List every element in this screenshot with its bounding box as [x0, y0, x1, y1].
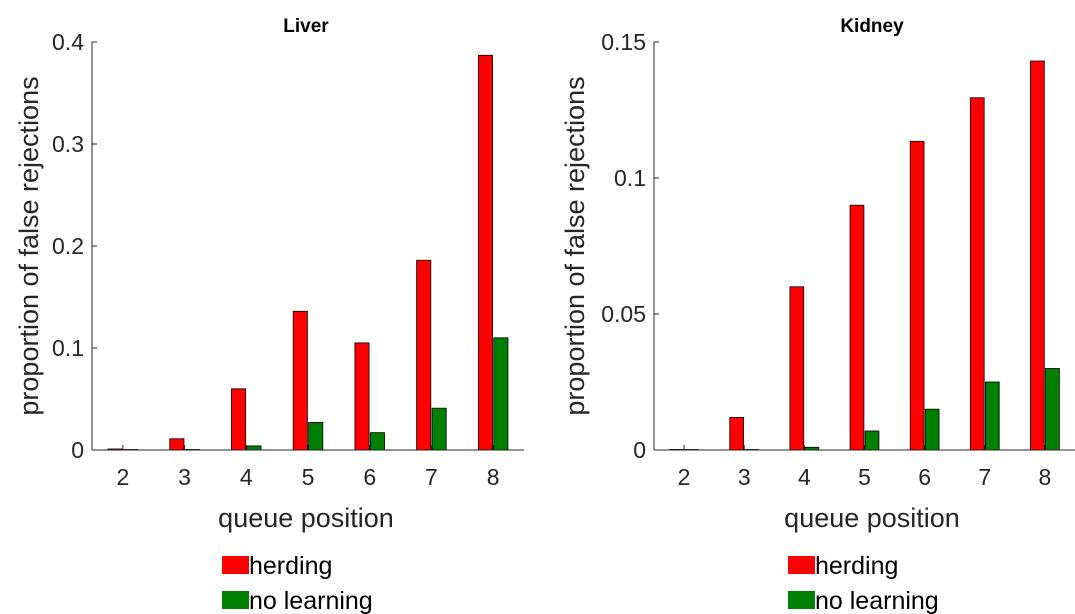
bar-herding-8	[1030, 60, 1045, 451]
chart-title: Kidney	[840, 16, 904, 37]
bar-herding-8	[477, 54, 493, 451]
kidney-chart: Kidney 0 0.05 0.1 0.15 2 3 4 5 6 7 8 queue positio…	[560, 16, 1075, 614]
bar-herding-4	[231, 388, 247, 451]
y-tick-label: 0.05	[601, 301, 646, 327]
bar-no-learning-7	[984, 381, 1000, 451]
x-tick-label: 5	[302, 464, 315, 490]
x-tick-label: 6	[918, 464, 931, 490]
axes-group: 0 0.05 0.1 0.15 2 3 4 5 6 7 8	[601, 29, 1075, 490]
bar-no-learning-4	[246, 445, 262, 451]
liver-chart: Liver 0 0.1 0.2 0.3 0.4 2 3 4 5 6 7 8 queue positio…	[14, 16, 524, 614]
x-tick-label: 2	[678, 464, 691, 490]
bars-group	[669, 60, 1060, 451]
x-tick-label: 7	[425, 464, 438, 490]
legend-label-no-learning: no learning	[815, 587, 939, 614]
legend-swatch-no-learning	[222, 591, 249, 609]
bar-herding-3	[169, 438, 185, 451]
legend-swatch-herding	[788, 556, 815, 574]
y-tick-label: 0.3	[52, 131, 84, 157]
y-tick-label: 0.2	[52, 233, 84, 259]
x-axis-label: queue position	[784, 503, 960, 533]
legend-label-herding: herding	[815, 552, 898, 580]
bar-no-learning-6	[924, 408, 940, 451]
x-tick-label: 4	[798, 464, 811, 490]
y-axis-label: proportion of false rejections	[14, 76, 44, 415]
bar-no-learning-8	[1045, 367, 1060, 451]
bar-no-learning-5	[864, 430, 880, 451]
y-tick-label: 0.15	[601, 29, 646, 55]
x-tick-label: 8	[1039, 464, 1052, 490]
x-tick-label: 5	[858, 464, 871, 490]
x-tick-label: 3	[738, 464, 751, 490]
chart-title: Liver	[283, 16, 329, 37]
x-tick-label: 7	[978, 464, 991, 490]
y-tick-label: 0	[633, 437, 646, 463]
x-tick-label: 4	[240, 464, 253, 490]
x-axis-label: queue position	[218, 503, 394, 533]
legend: herding no learning	[788, 552, 939, 614]
bar-no-learning-6	[369, 432, 385, 451]
legend-label-no-learning: no learning	[249, 587, 373, 614]
axes-group: 0 0.1 0.2 0.3 0.4 2 3 4 5 6 7 8	[52, 29, 524, 490]
bar-herding-6	[354, 342, 370, 451]
bars-group	[107, 54, 509, 451]
y-tick-label: 0.1	[52, 335, 84, 361]
y-tick-label: 0.1	[614, 165, 646, 191]
bar-no-learning-7	[431, 407, 447, 451]
bar-no-learning-8	[493, 337, 509, 451]
bar-herding-5	[849, 204, 865, 451]
x-tick-label: 3	[178, 464, 191, 490]
legend-swatch-no-learning	[788, 591, 815, 609]
y-axis-label: proportion of false rejections	[560, 76, 590, 415]
bar-no-learning-5	[308, 422, 324, 451]
x-tick-label: 2	[116, 464, 129, 490]
bar-herding-7	[969, 97, 985, 451]
bar-herding-4	[789, 286, 805, 451]
bar-herding-6	[909, 140, 925, 451]
x-tick-label: 6	[363, 464, 376, 490]
legend: herding no learning	[222, 552, 373, 614]
y-tick-label: 0	[71, 437, 84, 463]
bar-herding-3	[729, 416, 745, 451]
legend-swatch-herding	[222, 556, 249, 574]
legend-label-herding: herding	[249, 552, 332, 580]
bar-herding-7	[416, 259, 432, 451]
x-tick-label: 8	[487, 464, 500, 490]
y-tick-label: 0.4	[52, 29, 84, 55]
bar-herding-5	[292, 310, 308, 451]
